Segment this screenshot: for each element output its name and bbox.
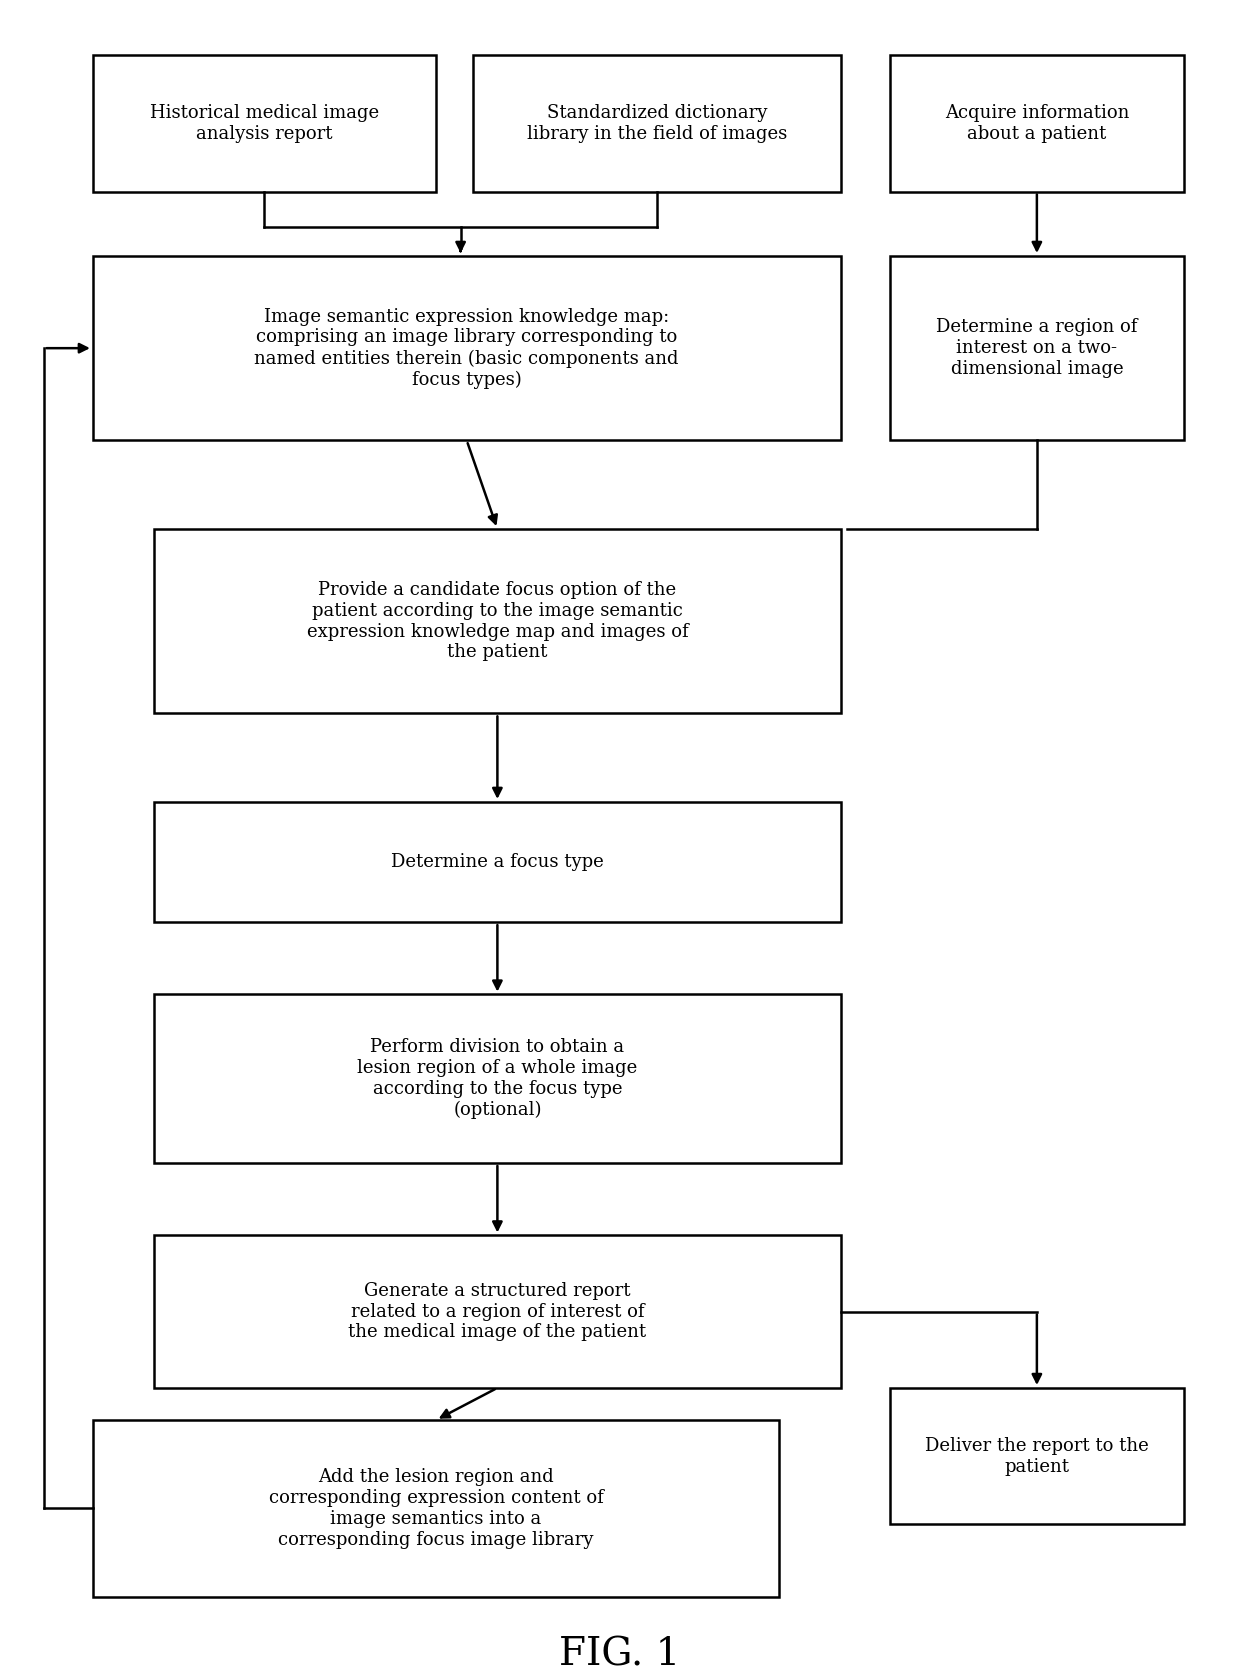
FancyBboxPatch shape [472,55,841,191]
Text: Provide a candidate focus option of the
patient according to the image semantic
: Provide a candidate focus option of the … [306,582,688,662]
FancyBboxPatch shape [890,1388,1184,1525]
FancyBboxPatch shape [154,994,841,1163]
FancyBboxPatch shape [154,530,841,714]
Text: Perform division to obtain a
lesion region of a whole image
according to the foc: Perform division to obtain a lesion regi… [357,1039,637,1120]
FancyBboxPatch shape [154,1235,841,1388]
FancyBboxPatch shape [890,256,1184,441]
Text: Image semantic expression knowledge map:
comprising an image library correspondi: Image semantic expression knowledge map:… [254,308,680,389]
FancyBboxPatch shape [93,1420,780,1597]
FancyBboxPatch shape [154,801,841,922]
FancyBboxPatch shape [890,55,1184,191]
Text: Acquire information
about a patient: Acquire information about a patient [945,104,1130,142]
FancyBboxPatch shape [93,256,841,441]
Text: Historical medical image
analysis report: Historical medical image analysis report [150,104,379,142]
FancyBboxPatch shape [93,55,436,191]
Text: Deliver the report to the
patient: Deliver the report to the patient [925,1436,1148,1475]
Text: Standardized dictionary
library in the field of images: Standardized dictionary library in the f… [527,104,787,142]
Text: Determine a focus type: Determine a focus type [391,853,604,872]
Text: FIG. 1: FIG. 1 [559,1637,681,1674]
Text: Generate a structured report
related to a region of interest of
the medical imag: Generate a structured report related to … [348,1282,646,1341]
Text: Determine a region of
interest on a two-
dimensional image: Determine a region of interest on a two-… [936,318,1137,379]
Text: Add the lesion region and
corresponding expression content of
image semantics in: Add the lesion region and corresponding … [269,1468,604,1549]
